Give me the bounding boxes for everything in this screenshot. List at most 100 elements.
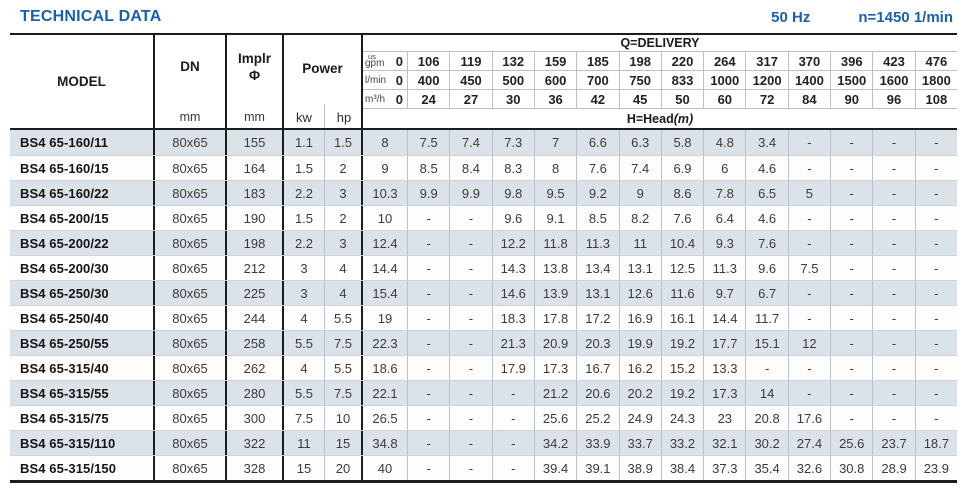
head-value-cell: - [914, 281, 957, 305]
head-value-cell: 17.3 [703, 381, 745, 405]
flow-value-cell: 1600 [872, 71, 914, 89]
head-value-cell: 11.6 [660, 281, 703, 305]
head-value-cell: - [914, 256, 957, 280]
impeller-cell: 155 [227, 130, 284, 155]
head-value-cell: - [872, 381, 914, 405]
head-value-cell: 3.4 [745, 130, 787, 155]
head-value-cell: - [830, 281, 872, 305]
table-row: BS4 65-250/30 80x65 225 3 4 15.4- -14.6 13.9 13.… [10, 280, 957, 305]
head-value-cell: - [872, 181, 914, 205]
head-value-cell: - [830, 406, 872, 430]
q-delivery-label: Q=DELIVERY [620, 36, 700, 50]
dn-cell: 80x65 [155, 456, 227, 480]
model-cell: BS4 65-315/110 [10, 431, 155, 455]
flow-value-cell: 450 [449, 71, 491, 89]
head-value-cell: 38.9 [618, 456, 661, 480]
dn-cell: 80x65 [155, 256, 227, 280]
head-value-cell: 11.8 [533, 231, 576, 255]
head-value-cell: 15.4 [372, 285, 398, 301]
flow-value-cell: 400 [407, 71, 449, 89]
power-units: kw hp [284, 104, 361, 128]
head-value-cell: - [872, 406, 914, 430]
head-value-cell: 17.9 [491, 356, 534, 380]
operating-conditions: 50 Hz n=1450 1/min [771, 9, 953, 26]
head-value-cell: - [787, 356, 830, 380]
head-value-cell: - [872, 256, 914, 280]
model-cell: BS4 65-315/55 [10, 381, 155, 405]
head-value-cell: 4.8 [703, 130, 745, 155]
head-value-cell: 23.9 [914, 456, 957, 480]
flow-value-cell: 50 [660, 90, 703, 108]
head-value-cell: 8.5 [576, 206, 618, 230]
table-row: BS4 65-250/55 80x65 258 5.5 7.5 22.3- -21.3 20.… [10, 330, 957, 355]
head-value-cell: 9.6 [745, 256, 787, 280]
head-value-cell: - [407, 206, 449, 230]
head-value-cell: 21.2 [533, 381, 576, 405]
head-value-cell: 28.9 [872, 456, 914, 480]
head-value-cell: 24.3 [660, 406, 703, 430]
head-value-cell: 34.8 [372, 435, 398, 451]
kw-cell: 2.2 [284, 181, 325, 205]
head-value-cell: - [830, 381, 872, 405]
head-value-cell: 14.3 [491, 256, 534, 280]
flow-value-cell: 396 [830, 52, 872, 70]
table-row: BS4 65-200/22 80x65 198 2.2 3 12.4- -12.2 11.8 1… [10, 230, 957, 255]
flow-value-cell: 1800 [914, 71, 957, 89]
impeller-cell: 258 [227, 331, 284, 355]
head-value-cell: 27.4 [787, 431, 830, 455]
flow-zero-value: 0 [395, 53, 403, 69]
head-value-cell: 5 [787, 181, 830, 205]
flow-unit-cell: l/min 0 [363, 71, 407, 89]
head-value-cell: - [407, 381, 449, 405]
head-value-cell: 4.6 [745, 156, 787, 180]
hp-cell: 15 [325, 431, 363, 455]
head-value-cell: 24.9 [618, 406, 661, 430]
dn-cell: 80x65 [155, 156, 227, 180]
hp-cell: 4 [325, 256, 363, 280]
flow-unit-label: m³/h [365, 93, 385, 105]
flow-value-cell: 119 [449, 52, 491, 70]
head-value-cell: - [407, 256, 449, 280]
flow-value-cell: 60 [703, 90, 745, 108]
head-value-cell: 12.4 [372, 235, 398, 251]
head-value-cell: 39.1 [576, 456, 618, 480]
hp-cell: 4 [325, 281, 363, 305]
flow-value-cell: 1500 [830, 71, 872, 89]
head-value-cell: 14 [745, 381, 787, 405]
flow-value-cell: 27 [449, 90, 491, 108]
flow-value-cell: 423 [872, 52, 914, 70]
head-value-cell: 9.9 [449, 181, 491, 205]
head-value-cell: 33.7 [618, 431, 661, 455]
table-row: BS4 65-315/75 80x65 300 7.5 10 26.5- - -25.6 25.… [10, 405, 957, 430]
head-value-cell: 20.8 [745, 406, 787, 430]
head-value-cell: - [872, 231, 914, 255]
impeller-cell: 198 [227, 231, 284, 255]
col-header-power: Power kw hp [284, 35, 363, 128]
impeller-cell: 262 [227, 356, 284, 380]
head-value-cell: - [872, 306, 914, 330]
head-value-cell: 26.5 [372, 410, 398, 426]
h-head-label: H=Head (m) [363, 108, 957, 128]
head-value-cell: - [914, 381, 957, 405]
hp-cell: 2 [325, 156, 363, 180]
head-value-cell: - [914, 206, 957, 230]
head-value-cell: - [872, 331, 914, 355]
head-value-cell: - [449, 406, 491, 430]
head-value-cell: 17.7 [703, 331, 745, 355]
kw-cell: 7.5 [284, 406, 325, 430]
head-value-cell: - [872, 356, 914, 380]
head-value-cell: 10.3 [372, 185, 398, 201]
table-row: BS4 65-315/150 80x65 328 15 20 40- - -39.4 39.1 3… [10, 455, 957, 480]
head-value-cell: 37.3 [703, 456, 745, 480]
impeller-cell: 328 [227, 456, 284, 480]
table-body: BS4 65-160/11 80x65 155 1.1 1.5 8 7.5 7.4 7.3 7 6.… [10, 130, 957, 483]
flow-value-cell: 36 [533, 90, 576, 108]
head-value-cell: 23.7 [872, 431, 914, 455]
head-value-cell: 9.8 [491, 181, 534, 205]
head-value-cell: 17.8 [533, 306, 576, 330]
flow-value-cell: 1000 [703, 71, 745, 89]
table-row: BS4 65-315/110 80x65 322 11 15 34.8- - -34.2 33.… [10, 430, 957, 455]
head-value-cell: 4.6 [745, 206, 787, 230]
head-value-cell: 14.4 [372, 260, 398, 276]
head-value-cell: 25.6 [830, 431, 872, 455]
